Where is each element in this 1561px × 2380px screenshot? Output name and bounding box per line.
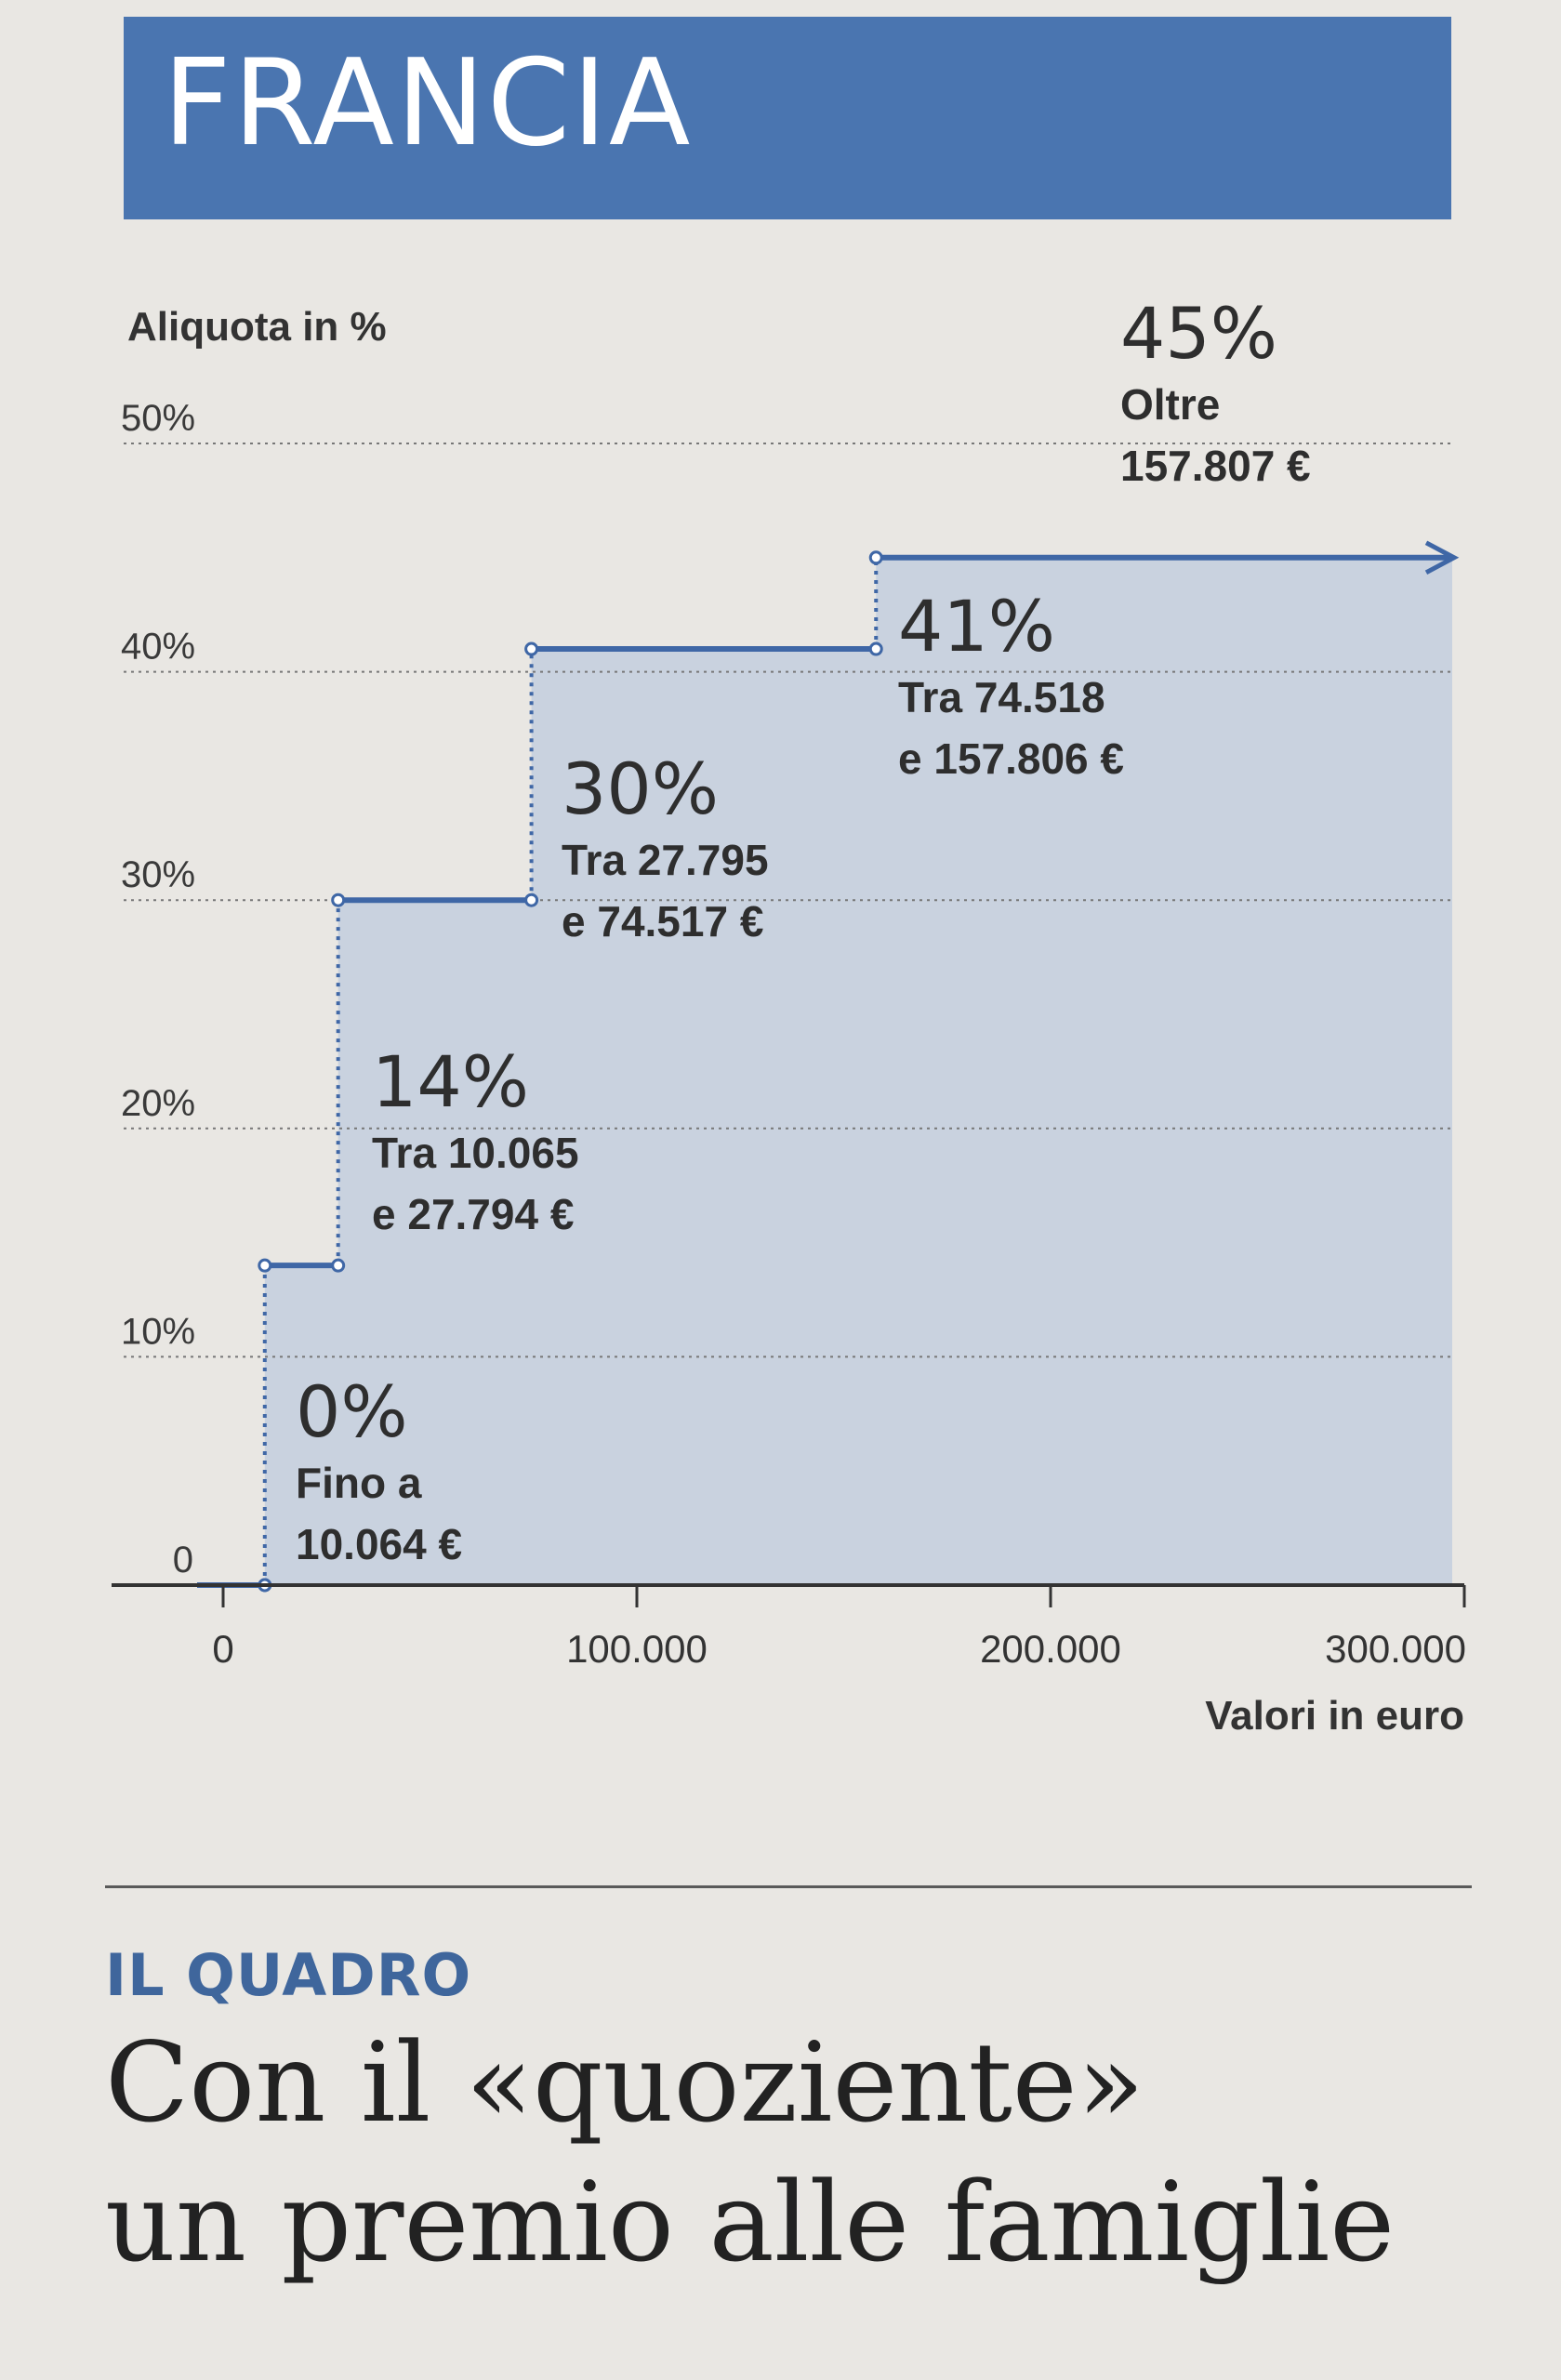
bracket-desc-2-0: Tra 27.795 bbox=[562, 836, 769, 884]
step-marker-start-2 bbox=[331, 1258, 346, 1273]
rate-label-1: 14% bbox=[372, 1040, 529, 1123]
bracket-desc-1-1: e 27.794 € bbox=[372, 1190, 574, 1238]
rate-label-0: 0% bbox=[296, 1370, 408, 1453]
x-tick-label-200000: 200.000 bbox=[980, 1627, 1121, 1671]
y-tick-label-20: 20% bbox=[121, 1083, 195, 1124]
y-tick-label-0: 0 bbox=[173, 1540, 193, 1580]
bracket-desc-0-0: Fino a bbox=[296, 1459, 422, 1507]
section-divider bbox=[105, 1885, 1472, 1888]
bracket-desc-0-1: 10.064 € bbox=[296, 1520, 462, 1568]
country-banner: FRANCIA bbox=[124, 17, 1451, 219]
headline-line-1: Con il «quoziente» bbox=[105, 2018, 1144, 2147]
step-marker-end-3 bbox=[524, 641, 539, 656]
y-axis-label: Aliquota in % bbox=[127, 304, 387, 350]
step-marker-start-3 bbox=[524, 892, 539, 907]
x-tick-label-0: 0 bbox=[212, 1627, 233, 1671]
rate-label-4: 45% bbox=[1120, 292, 1277, 375]
bracket-desc-3-0: Tra 74.518 bbox=[898, 673, 1105, 721]
y-tick-label-50: 50% bbox=[121, 398, 195, 439]
step-marker-start-4 bbox=[868, 641, 883, 656]
x-tick-label-100000: 100.000 bbox=[566, 1627, 708, 1671]
y-tick-label-30: 30% bbox=[121, 854, 195, 895]
step-marker-end-2 bbox=[331, 892, 346, 907]
tax-area-fill bbox=[223, 557, 1452, 1585]
step-arrow bbox=[1424, 540, 1460, 575]
bracket-desc-1-0: Tra 10.065 bbox=[372, 1129, 579, 1177]
bracket-desc-4-1: 157.807 € bbox=[1120, 442, 1311, 490]
headline-line-2: un premio alle famiglie bbox=[105, 2158, 1396, 2286]
tax-rate-step-chart: Aliquota in % Valori in euro 0 10% 20% 30% 4… bbox=[112, 292, 1466, 1739]
article-headline: Con il «quoziente» un premio alle famigl… bbox=[105, 2013, 1500, 2292]
country-title: FRANCIA bbox=[163, 34, 693, 173]
bracket-desc-3-1: e 157.806 € bbox=[898, 734, 1124, 783]
x-axis-label: Valori in euro bbox=[1205, 1693, 1464, 1739]
x-tick-label-300000: 300.000 bbox=[1325, 1627, 1466, 1671]
rate-label-3: 41% bbox=[898, 585, 1055, 668]
y-tick-label-10: 10% bbox=[121, 1311, 195, 1352]
section-kicker: IL QUADRO bbox=[105, 1941, 472, 2009]
step-marker-end-4 bbox=[868, 550, 883, 565]
bracket-desc-2-1: e 74.517 € bbox=[562, 897, 763, 945]
step-marker-end-1 bbox=[258, 1258, 272, 1273]
rate-label-2: 30% bbox=[562, 747, 719, 830]
bracket-desc-4-0: Oltre bbox=[1120, 380, 1220, 429]
y-tick-label-40: 40% bbox=[121, 627, 195, 668]
